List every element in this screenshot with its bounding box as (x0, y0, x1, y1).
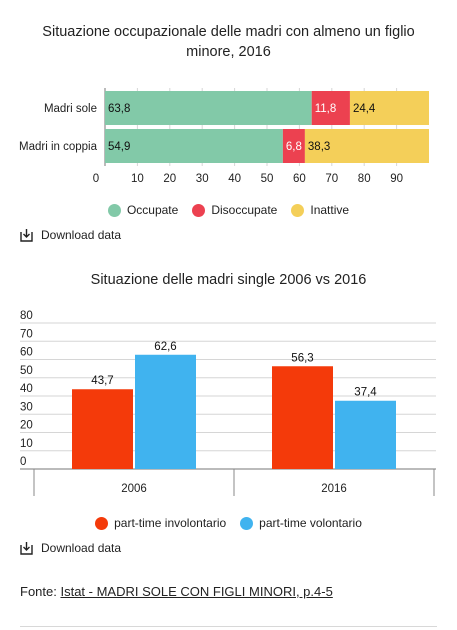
legend-label-occupate: Occupate (126, 203, 179, 217)
y-tick-label: 70 (20, 328, 33, 340)
source-link[interactable]: Istat - MADRI SOLE CON FIGLI MINORI, p.4… (60, 584, 333, 599)
bar (135, 354, 196, 469)
legend-item-occupate[interactable]: Occupate (107, 203, 179, 217)
download-icon (20, 542, 33, 555)
legend-swatch-involontario (95, 516, 109, 530)
bar-value-label: 63,8 (108, 103, 130, 115)
chart2-title: Situazione delle madri single 2006 vs 20… (90, 272, 367, 288)
download-data-label-1: Download data (41, 228, 122, 242)
legend-item-volontario[interactable]: part-time volontario (240, 516, 362, 530)
x-tick-label: 10 (131, 173, 144, 185)
x-tick-label: 2016 (321, 483, 347, 495)
chart2-legend: part-time involontario part-time volonta… (0, 516, 457, 530)
x-tick-label: 2006 (121, 483, 147, 495)
x-tick-label: 70 (325, 173, 338, 185)
source-prefix: Fonte: (20, 584, 61, 599)
x-tick-label: 0 (93, 173, 99, 185)
bar-segment (349, 91, 429, 125)
bar-value-label: 37,4 (354, 387, 377, 399)
chart1-legend: Occupate Disoccupate Inattive (0, 203, 457, 217)
bar-value-label: 38,3 (308, 141, 330, 153)
bar-value-label: 62,6 (154, 341, 176, 353)
x-tick-label: 20 (163, 173, 176, 185)
y-tick-label: 60 (20, 347, 33, 359)
bar (272, 366, 333, 469)
divider (20, 626, 437, 627)
bar-value-label: 24,4 (353, 103, 376, 115)
legend-label-volontario: part-time volontario (259, 516, 362, 530)
y-tick-label: 50 (20, 365, 33, 377)
y-tick-label: 20 (20, 420, 33, 432)
y-tick-label: 80 (20, 310, 33, 322)
legend-label-involontario: part-time involontario (114, 516, 227, 530)
download-data-button-1[interactable]: Download data (20, 228, 121, 242)
legend-label-disoccupate: Disoccupate (211, 203, 278, 217)
bar-value-label: 56,3 (291, 352, 313, 364)
chart1-title: Situazione occupazionale delle madri con… (42, 24, 415, 60)
download-icon (20, 229, 33, 242)
download-data-label-2: Download data (41, 541, 122, 555)
chart1-stacked-bar-chart: 0 10 20 30 40 50 60 70 80 90 Madri sole 63,8 11,8 24,… (19, 88, 429, 185)
x-tick-label: 90 (390, 173, 403, 185)
bar-value-label: 43,7 (91, 375, 113, 387)
bar-value-label: 6,8 (286, 141, 302, 153)
source-note: Fonte: Istat - MADRI SOLE CON FIGLI MINO… (20, 584, 333, 599)
legend-swatch-disoccupate (192, 203, 206, 217)
x-tick-label: 50 (261, 173, 274, 185)
category-label: Madri in coppia (19, 141, 98, 153)
bar-segment (105, 129, 283, 163)
legend-swatch-volontario (240, 516, 254, 530)
x-tick-label: 30 (196, 173, 209, 185)
bar-value-label: 54,9 (108, 141, 130, 153)
x-tick-label: 80 (358, 173, 371, 185)
bar-segment (282, 129, 305, 163)
legend-swatch-occupate (107, 203, 121, 217)
legend-item-disoccupate[interactable]: Disoccupate (192, 203, 277, 217)
chart2-column-chart: 0 10 20 30 40 50 60 70 80 2006 43,7 62,6 2016 56,3 37,… (20, 310, 436, 496)
legend-label-inattive: Inattive (310, 203, 350, 217)
legend-item-inattive[interactable]: Inattive (291, 203, 349, 217)
bar (335, 400, 396, 469)
category-label: Madri sole (44, 103, 97, 115)
download-data-button-2[interactable]: Download data (20, 541, 121, 555)
legend-item-involontario[interactable]: part-time involontario (95, 516, 226, 530)
x-tick-label: 40 (228, 173, 241, 185)
y-tick-label: 10 (20, 438, 33, 450)
bar-segment (311, 91, 350, 125)
y-tick-label: 0 (20, 456, 26, 468)
bar-value-label: 11,8 (315, 103, 337, 115)
bar (72, 389, 133, 469)
bar-segment (304, 129, 429, 163)
legend-swatch-inattive (291, 203, 305, 217)
x-tick-label: 60 (293, 173, 306, 185)
y-tick-label: 40 (20, 383, 33, 395)
y-tick-label: 30 (20, 401, 33, 413)
bar-segment (105, 91, 312, 125)
